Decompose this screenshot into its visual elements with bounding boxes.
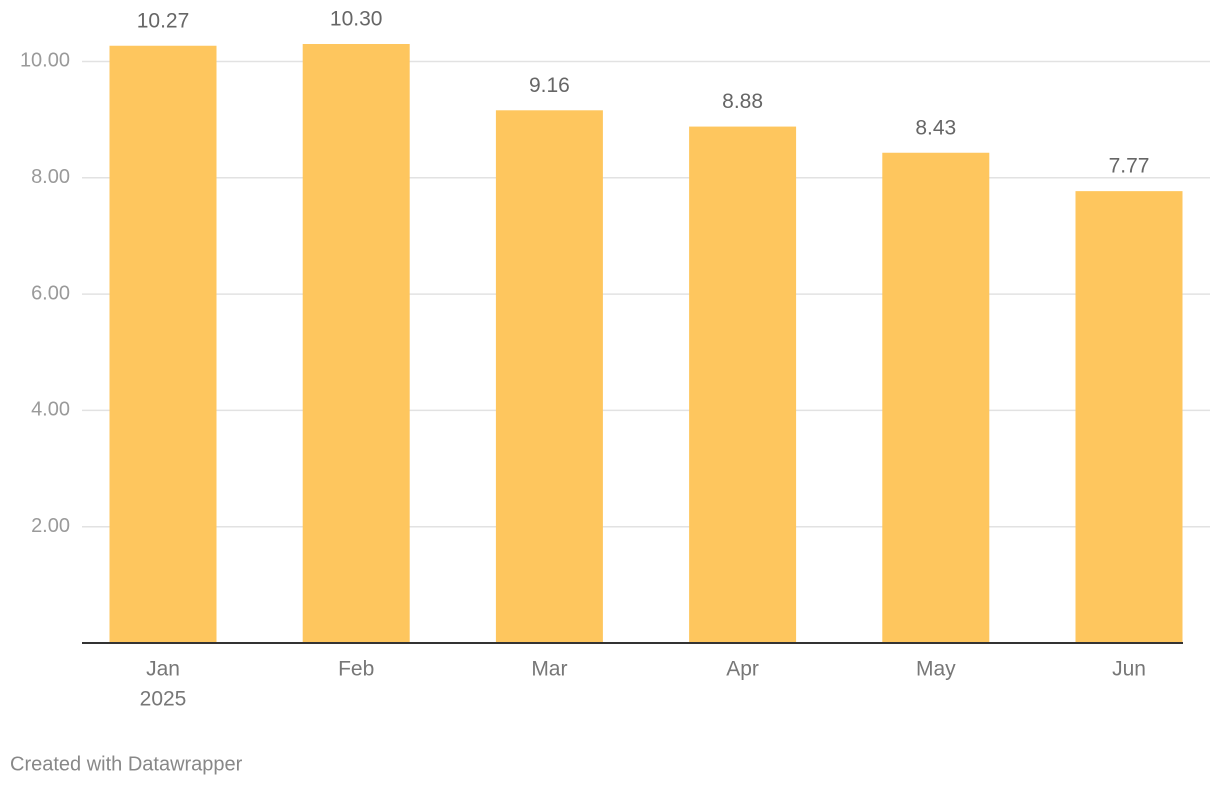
x-year-label: 2025 (140, 688, 187, 711)
value-label: 9.16 (529, 74, 570, 97)
footer: Created with Datawrapper (10, 753, 243, 775)
x-tick-label: Jan (146, 658, 180, 681)
y-tick-label: 6.00 (31, 282, 70, 304)
y-tick-label: 8.00 (31, 166, 70, 188)
x-tick-label: Jun (1112, 658, 1146, 681)
bar (1075, 191, 1183, 644)
bar (882, 152, 990, 643)
x-tick-label: Feb (338, 658, 374, 681)
y-tick-label: 2.00 (31, 515, 70, 537)
value-label: 10.27 (137, 9, 190, 32)
y-tick-label: 4.00 (31, 399, 70, 421)
bar (689, 126, 797, 644)
x-tick-label: May (916, 658, 956, 681)
bar (302, 44, 410, 643)
value-label: 8.43 (915, 116, 956, 139)
value-label: 7.77 (1109, 155, 1150, 178)
x-tick-label: Mar (531, 658, 567, 681)
bar (495, 110, 603, 643)
x-tick-label: Apr (726, 658, 759, 681)
value-label: 8.88 (722, 90, 763, 113)
bar (109, 45, 217, 644)
y-tick-label: 10.00 (20, 50, 70, 72)
value-label: 10.30 (330, 8, 383, 31)
